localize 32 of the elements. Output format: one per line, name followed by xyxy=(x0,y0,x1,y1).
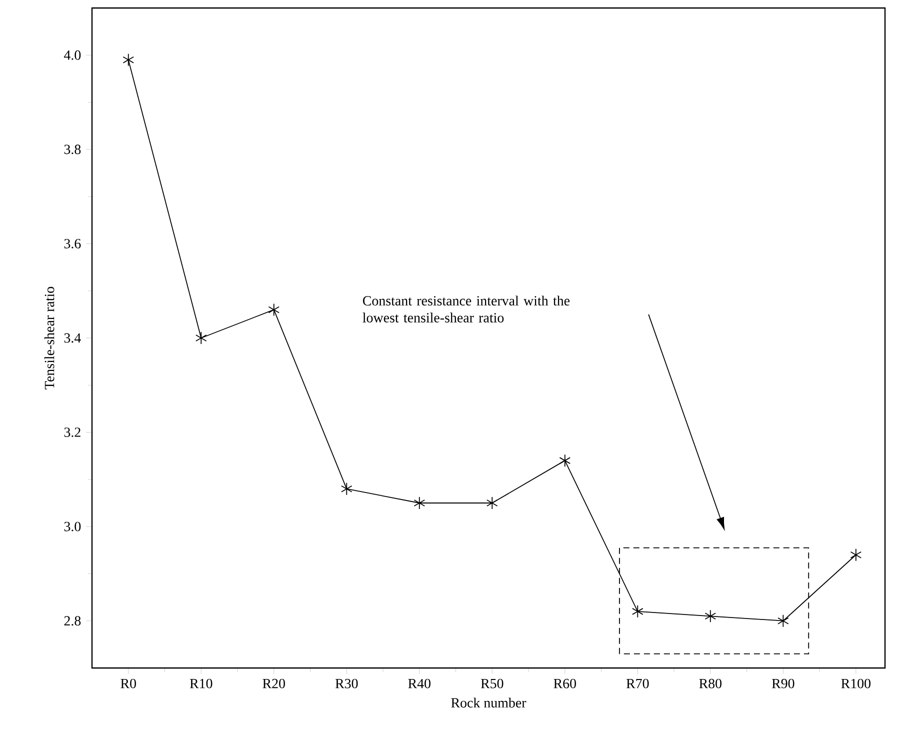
x-tick-label: R70 xyxy=(626,678,649,688)
x-tick-label: R100 xyxy=(841,678,870,688)
y-tick-label: 3.4 xyxy=(64,333,81,343)
x-tick-label: R40 xyxy=(408,678,430,688)
x-tick-label: R30 xyxy=(335,678,358,688)
point xyxy=(850,548,862,562)
point xyxy=(559,454,571,468)
point xyxy=(704,610,716,623)
point xyxy=(195,332,207,344)
point xyxy=(778,614,789,628)
point xyxy=(414,496,426,510)
point xyxy=(340,482,352,496)
x-tick-label: R50 xyxy=(480,678,504,688)
point xyxy=(632,604,644,618)
y-tick-label: 3.8 xyxy=(64,144,81,154)
y-tick-label: 4.0 xyxy=(64,50,81,60)
x-tick-label: R10 xyxy=(190,678,212,688)
y-tick-label: 3.6 xyxy=(64,238,81,248)
x-axis-title: Rock number xyxy=(451,698,526,708)
y-tick-label: 3.0 xyxy=(64,522,81,532)
x-tick-label: R0 xyxy=(120,678,136,688)
y-axis-title: Tensile-shear ratio xyxy=(44,286,54,390)
point xyxy=(268,303,280,316)
y-tick-label: 2.8 xyxy=(64,616,81,626)
x-tick-label: R90 xyxy=(772,678,794,688)
point xyxy=(486,496,498,510)
point xyxy=(122,53,134,66)
x-tick-label: R80 xyxy=(699,678,722,688)
annotation: Constant resistance interval with the lowest tensile-shear ratio xyxy=(362,296,570,322)
x-tick-label: R20 xyxy=(262,678,285,688)
x-tick-label: R60 xyxy=(554,678,576,688)
y-tick-label: 3.2 xyxy=(64,428,80,438)
